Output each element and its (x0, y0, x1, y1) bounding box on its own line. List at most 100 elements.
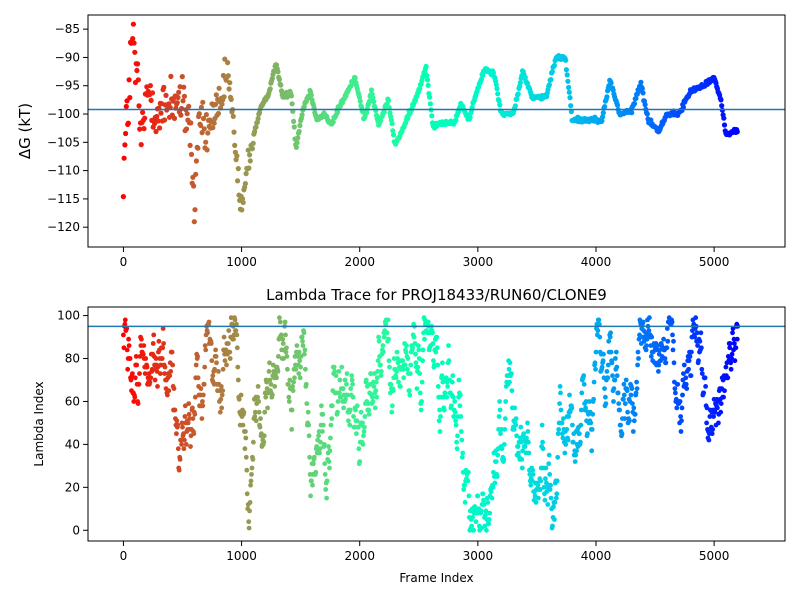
lambda-point (394, 369, 399, 374)
lambda-point (435, 362, 441, 368)
lambda-x-label: Frame Index (399, 571, 473, 585)
delta-g-point (132, 49, 138, 55)
lambda-point (435, 384, 441, 389)
lambda-point (179, 420, 185, 426)
lambda-point (226, 328, 232, 333)
lambda-point (417, 371, 423, 376)
lambda-point (378, 373, 384, 379)
delta-g-point (134, 67, 140, 74)
lambda-point (469, 523, 475, 529)
lambda-point (182, 414, 188, 419)
lambda-point (625, 409, 630, 415)
lambda-point (297, 375, 303, 381)
delta-g-plot-frame (87, 14, 786, 248)
lambda-point (497, 399, 502, 404)
lambda-point (617, 407, 622, 413)
delta-g-point (148, 97, 154, 103)
lambda-point (320, 422, 326, 428)
delta-g-point (600, 114, 606, 120)
lambda-point (444, 394, 450, 400)
lambda-point (466, 493, 472, 499)
lambda-y-axis: 0 20 40 60 80 100 (57, 309, 88, 537)
delta-g-point (308, 92, 314, 98)
lambda-point (733, 345, 739, 351)
delta-g-point (179, 74, 185, 80)
lambda-point (703, 384, 708, 389)
delta-g-point (171, 115, 178, 121)
lambda-point (332, 369, 338, 374)
lambda-point (243, 429, 248, 434)
lambda-point (430, 341, 436, 346)
lambda-point (317, 446, 323, 452)
lambda-point (514, 433, 519, 439)
lambda-point (234, 321, 239, 327)
lambda-point (630, 401, 635, 406)
lambda-point (631, 418, 637, 424)
lambda-point (687, 354, 693, 359)
lambda-point (185, 420, 191, 426)
delta-g-point (381, 109, 387, 115)
lambda-point (569, 405, 575, 411)
lambda-point (293, 366, 299, 372)
lambda-point (175, 446, 181, 452)
lambda-point (177, 457, 183, 462)
lambda-point (390, 388, 396, 394)
lambda-point (376, 338, 382, 344)
lambda-point (162, 364, 168, 370)
lambda-point (524, 435, 529, 441)
lambda-point (588, 420, 594, 426)
lambda-point (404, 343, 409, 348)
delta-g-point (563, 67, 570, 73)
lambda-point (521, 431, 527, 437)
lambda-point (362, 414, 368, 419)
lambda-point (292, 375, 297, 381)
lambda-point (365, 401, 371, 406)
lambda-point (304, 401, 310, 406)
delta-g-point (423, 63, 429, 69)
lambda-point (430, 330, 435, 336)
delta-g-points (120, 21, 740, 225)
lambda-point (402, 362, 408, 368)
lambda-point (621, 392, 627, 398)
lambda-point (483, 508, 489, 514)
lambda-point (672, 386, 678, 391)
lambda-point (706, 437, 712, 443)
lambda-point (283, 349, 289, 355)
lambda-point (710, 427, 716, 432)
lambda-point (554, 491, 560, 497)
lambda-point (664, 326, 670, 331)
lambda-point (656, 369, 661, 374)
lambda-point (420, 358, 425, 364)
lambda-point (484, 527, 489, 533)
delta-g-point (330, 119, 336, 125)
lambda-point (290, 384, 295, 389)
delta-g-point (629, 110, 635, 116)
lambda-point (716, 420, 721, 426)
lambda-point (182, 437, 187, 443)
lambda-point (570, 422, 575, 428)
lambda-point (389, 409, 395, 415)
delta-g-point (467, 115, 473, 121)
lambda-point (592, 360, 598, 366)
lambda-point (707, 414, 713, 419)
lambda-point (698, 330, 704, 336)
lambda-plot-frame (87, 306, 786, 542)
delta-g-point (195, 145, 201, 151)
lambda-point (546, 452, 552, 458)
delta-g-point (718, 97, 724, 103)
lambda-point (419, 379, 425, 385)
lambda-point (326, 444, 331, 449)
lambda-point (601, 351, 606, 357)
lambda-point (283, 332, 288, 338)
delta-g-point (568, 103, 574, 109)
lambda-point (732, 341, 737, 346)
delta-g-point (175, 94, 181, 101)
delta-g-point (549, 69, 555, 75)
lambda-point (155, 384, 160, 389)
lambda-point (434, 334, 440, 340)
lambda-point (490, 484, 496, 490)
delta-g-point (200, 99, 206, 105)
lambda-point (277, 319, 283, 325)
lambda-point (596, 321, 602, 327)
lambda-point (374, 394, 380, 400)
